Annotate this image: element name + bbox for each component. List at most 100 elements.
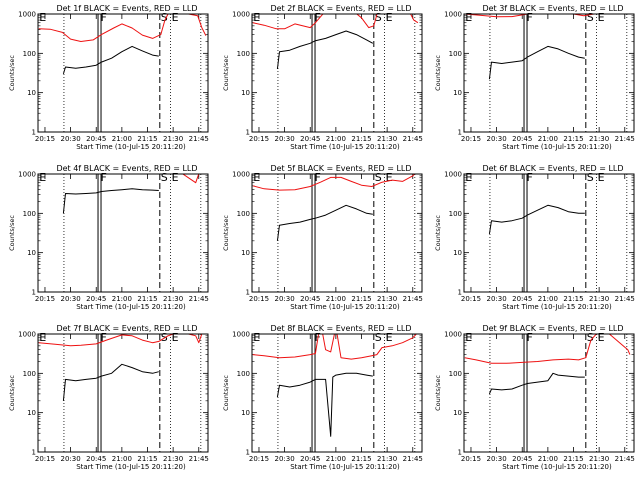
y-axis-label: Counts/sec [222, 215, 230, 251]
marker-label: E [465, 171, 472, 184]
panel-det-9: Det 9f BLACK = Events, RED = LLD 1 10 100 10… [434, 324, 635, 471]
x-axis-label: Start Time (10-Jul-15 20:11:20) [76, 463, 186, 471]
x-tick-label: 20:15 [249, 455, 269, 463]
marker-label: E [253, 11, 260, 24]
plot-frame [251, 333, 423, 453]
marker-label: E [39, 331, 46, 344]
marker-label: E [172, 11, 179, 24]
series-line-lld [38, 14, 207, 42]
plot-frame [37, 173, 209, 293]
panel-title: Det 1f BLACK = Events, RED = LLD [56, 4, 197, 13]
y-tick-label: 100 [449, 50, 462, 58]
x-tick-label: 21:45 [189, 295, 209, 303]
x-tick-label: 20:45 [86, 455, 106, 463]
x-tick-label: 20:45 [300, 455, 320, 463]
y-tick-label: 1000 [444, 331, 462, 339]
y-tick-label: 100 [23, 50, 36, 58]
y-tick-label: 1000 [444, 171, 462, 179]
marker-label: F [315, 11, 321, 24]
y-tick-label: 1000 [232, 331, 250, 339]
x-tick-label: 20:30 [275, 455, 295, 463]
y-tick-label: 1 [458, 449, 462, 457]
x-tick-label: 21:15 [351, 295, 371, 303]
x-tick-label: 21:15 [563, 455, 583, 463]
y-tick-label: 1000 [18, 171, 36, 179]
series-line-events [276, 204, 373, 241]
marker-label: E [598, 171, 605, 184]
panel-det-3: Det 3f BLACK = Events, RED = LLD 1 10 100 10… [434, 4, 635, 151]
marker-label: E [386, 11, 393, 24]
x-tick-label: 21:15 [137, 455, 157, 463]
x-tick-label: 20:45 [512, 295, 532, 303]
marker-label: F [101, 11, 107, 24]
y-axis-label: Counts/sec [222, 55, 230, 91]
x-tick-label: 21:00 [538, 135, 558, 143]
x-tick-label: 21:30 [377, 135, 397, 143]
marker-label: E [253, 331, 260, 344]
x-tick-label: 21:00 [538, 295, 558, 303]
x-tick-label: 21:30 [589, 135, 609, 143]
marker-label: F [101, 331, 107, 344]
x-tick-label: 20:30 [487, 295, 507, 303]
panel-title: Det 4f BLACK = Events, RED = LLD [56, 164, 197, 173]
y-axis-label: Counts/sec [434, 55, 442, 91]
x-axis-label: Start Time (10-Jul-15 20:11:20) [76, 303, 186, 311]
x-tick-label: 20:30 [61, 295, 81, 303]
x-tick-label: 21:45 [403, 135, 423, 143]
x-tick-label: 21:15 [351, 135, 371, 143]
y-tick-label: 10 [453, 249, 462, 257]
marker-label: F [527, 171, 533, 184]
series-line-events [62, 45, 159, 75]
y-tick-label: 100 [237, 370, 250, 378]
series-line-events [276, 30, 374, 70]
x-tick-label: 20:30 [275, 295, 295, 303]
x-tick-label: 21:15 [137, 295, 157, 303]
marker-label: E [465, 331, 472, 344]
x-tick-label: 20:45 [86, 135, 106, 143]
x-tick-label: 21:45 [403, 295, 423, 303]
x-tick-label: 21:15 [351, 455, 371, 463]
x-tick-label: 20:45 [300, 135, 320, 143]
x-axis-label: Start Time (10-Jul-15 20:11:20) [502, 143, 612, 151]
marker-label: S [161, 171, 168, 184]
marker-label: E [39, 171, 46, 184]
series-group [38, 334, 203, 401]
y-tick-label: 100 [237, 210, 250, 218]
x-tick-label: 21:00 [326, 135, 346, 143]
series-line-lld [252, 174, 416, 191]
x-axis-label: Start Time (10-Jul-15 20:11:20) [502, 303, 612, 311]
x-tick-label: 20:45 [300, 295, 320, 303]
x-tick-label: 20:15 [461, 455, 481, 463]
x-tick-label: 21:45 [615, 455, 635, 463]
x-tick-label: 20:45 [512, 455, 532, 463]
panel-det-5: Det 5f BLACK = Events, RED = LLD 1 10 100 10… [222, 164, 423, 311]
panel-title: Det 5f BLACK = Events, RED = LLD [270, 164, 411, 173]
y-tick-label: 1000 [232, 171, 250, 179]
y-tick-label: 10 [453, 89, 462, 97]
y-tick-label: 100 [237, 50, 250, 58]
x-tick-label: 21:30 [377, 295, 397, 303]
y-tick-label: 100 [449, 210, 462, 218]
x-tick-label: 21:15 [563, 135, 583, 143]
panel-title: Det 6f BLACK = Events, RED = LLD [482, 164, 623, 173]
series-line-lld [464, 14, 632, 18]
y-axis-label: Counts/sec [222, 375, 230, 411]
marker-label: S [161, 11, 168, 24]
x-tick-label: 21:30 [589, 295, 609, 303]
x-tick-label: 20:15 [461, 135, 481, 143]
y-axis-label: Counts/sec [8, 55, 16, 91]
x-tick-label: 21:45 [403, 455, 423, 463]
plot-frame [251, 13, 423, 133]
marker-label: F [527, 11, 533, 24]
panel-title: Det 3f BLACK = Events, RED = LLD [482, 4, 623, 13]
y-axis-label: Counts/sec [8, 375, 16, 411]
y-tick-label: 1 [246, 129, 250, 137]
series-line-lld [38, 334, 203, 347]
panel-det-4: Det 4f BLACK = Events, RED = LLD 1 10 100 10… [8, 164, 209, 311]
x-tick-label: 20:45 [512, 135, 532, 143]
series-line-lld [252, 14, 419, 30]
x-axis-label: Start Time (10-Jul-15 20:11:20) [290, 303, 400, 311]
plot-frame [463, 173, 635, 293]
y-axis-label: Counts/sec [8, 215, 16, 251]
